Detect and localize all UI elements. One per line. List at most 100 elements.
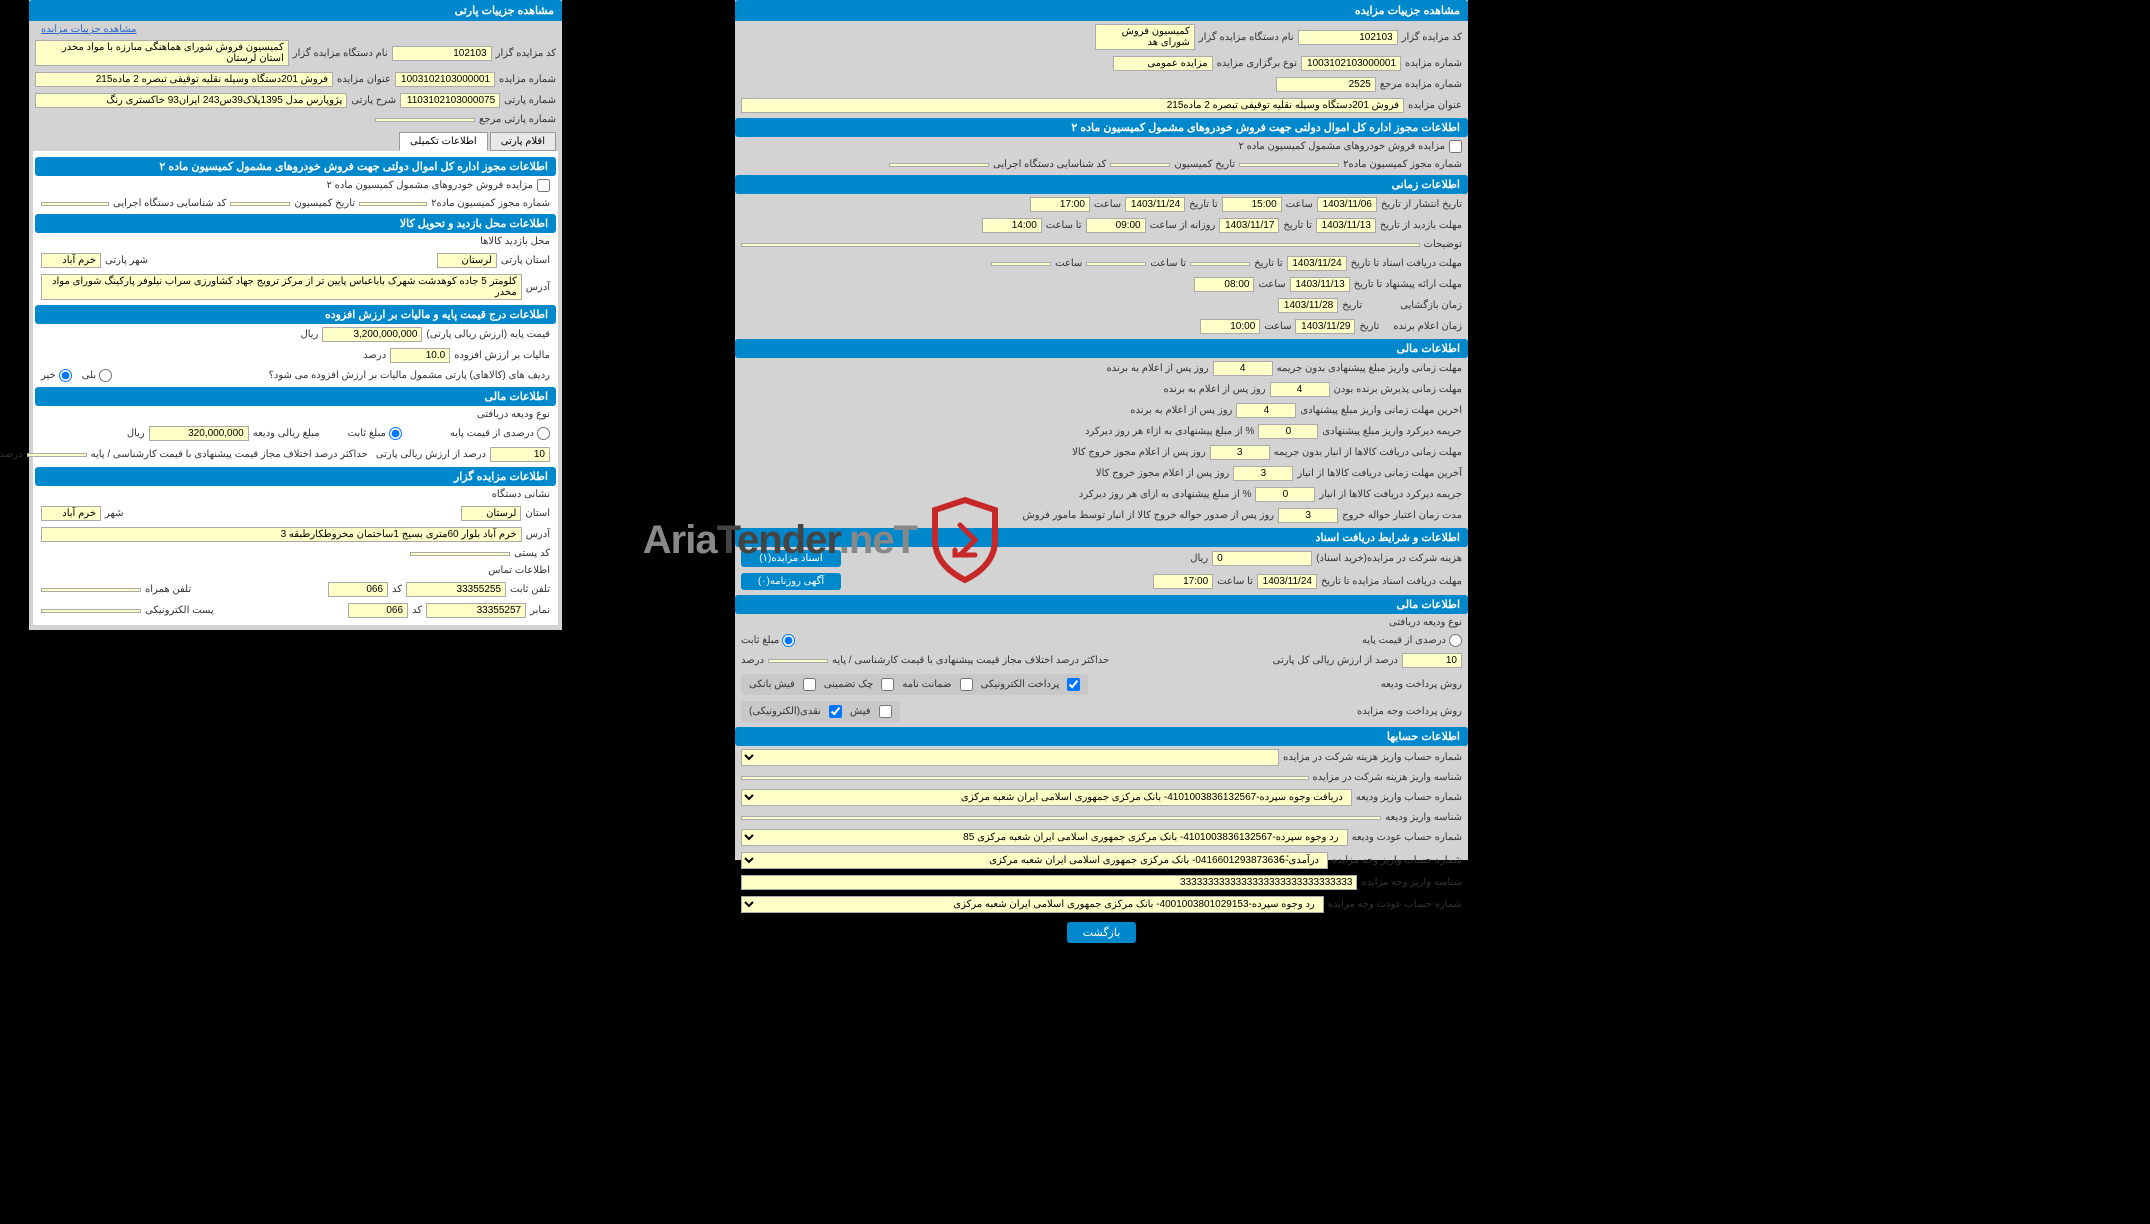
phone-row: تلفن ثابت 33355255 کد 066 تلفن همراه [15,579,536,600]
publish-hour: 15:00 [1202,197,1262,212]
tab-items[interactable]: اقلام پارتی [470,132,536,151]
publish-date: 1403/11/06 [1297,197,1357,212]
acc8-label: شماره حساب عودت وجه مزایده [1308,899,1442,910]
r-row4: عنوان مزایده فروش 201دستگاه وسیله نقلیه … [715,95,1448,116]
r-dep-type-label: نوع ودیعه دریافتی [1369,617,1442,628]
org-address-label: آدرس [506,529,530,540]
logo-text-3: .neT [819,518,897,562]
bankreceipt-label: فیش بانکی [729,679,775,690]
tabs-container: اقلام پارتی اطلاعات تکمیلی [9,128,542,151]
base-field: 3,200,000,000 [302,327,402,342]
acc8-dropdown[interactable]: رد وجوه سپرده-4001003801029153- بانک مرک… [721,896,1304,913]
docs-deadline-label: مهلت دریافت اسناد مزایده تا تاریخ [1301,576,1442,587]
r-moj-code-field [869,163,969,167]
row-num: شماره مزایده 1003102103000001 عنوان مزای… [9,69,542,90]
deposit-options-row: درصدی از قیمت پایه مبلغ ثابت مبلغ ریالی … [15,423,536,444]
deposit-amount-field: 320,000,000 [129,426,229,441]
visit-label: مهلت بازدید از تاریخ [1360,220,1442,231]
accept-time-label: مهلت زمانی پذیرش برنده بودن [1314,384,1442,395]
r-maxdiff-pct: درصد [721,655,744,666]
r-percent-radio[interactable] [1429,634,1442,647]
vat-yes-radio[interactable] [79,369,92,382]
r-mojavez-checkbox[interactable] [1429,140,1442,153]
city-field: خرم آباد [21,253,81,268]
doc-to-field [1170,262,1230,266]
goods-time-desc: روز پس از اعلام مجوز خروج کالا [1052,447,1186,458]
tab-details[interactable]: اطلاعات تکمیلی [379,132,468,151]
cash-cb[interactable] [809,705,822,718]
bid-row: مهلت ارائه پیشنهاد تا تاریخ 1403/11/13 س… [715,274,1448,295]
winner-label: زمان اعلام برنده [1373,321,1442,332]
fax-field: 33355257 [406,603,506,618]
r-fixed-radio[interactable] [762,634,775,647]
r-dep-options-row: درصدی از قیمت پایه مبلغ ثابت [715,631,1448,650]
fixed-radio[interactable] [369,427,382,440]
guarantee-cb[interactable] [940,678,953,691]
r-num-field: 1003102103000001 [1281,56,1381,71]
section-org-header: اطلاعات مزایده گزار [15,467,536,486]
vat-row: ردیف های (کالاهای) پارتی مشمول مالیات بر… [15,366,536,385]
penalty-label: جریمه دیرکرد واریز مبلغ پیشنهادی [1302,426,1442,437]
row-party: شماره پارتی 1103102103000075 شرح پارتی پ… [9,90,542,111]
daily-from: 09:00 [1066,218,1126,233]
org-label: نام دستگاه مزایده گزار [273,48,368,59]
r-party-label: درصد از ارزش ریالی کل پارتی [1253,655,1378,666]
r-moj-date-field [1090,163,1150,167]
logo-text-container: AriaTender.neT [623,518,897,563]
check-cb[interactable] [861,678,874,691]
penalty-field: 0 [1238,424,1298,439]
bankreceipt-cb[interactable] [783,678,796,691]
auction-pay-checkboxes: فیش نقدی(الکترونیکی) [721,701,880,722]
last-deposit-label: اخرین مهلت زمانی واریز مبلغ پیشنهادی [1280,405,1442,416]
mojavez-num-field [339,202,407,206]
party-label: شماره پارتی [484,95,536,106]
docs-deadline-date: 1403/11/24 [1237,574,1297,589]
fax-row: نمابر 33355257 کد 066 پست الکترونیکی [15,600,536,621]
fax-code-label: کد [392,605,402,616]
vat-no-radio[interactable] [39,369,52,382]
acc4-label: شناسه واریز ودیعه [1365,812,1442,823]
max-diff-field [7,453,67,457]
bid-hour: 08:00 [1174,277,1234,292]
phone-code-label: کد [372,584,382,595]
goods-time-row: مهلت زمانی دریافت کالاها از انبار بدون ج… [715,442,1448,463]
bid-label: مهلت ارائه پیشنهاد تا تاریخ [1334,279,1442,290]
percent-option: درصدی از قیمت پایه [430,428,514,439]
docs-hour: 17:00 [1133,574,1193,589]
max-diff-percent: درصد [0,449,3,460]
acc8-row: شماره حساب عودت وجه مزایده رد وجوه سپرده… [715,893,1448,916]
watermark-logo: AriaTender.neT [555,480,985,600]
opening-date: 1403/11/28 [1258,298,1318,313]
r-row2: شماره مزایده 1003102103000001 نوع برگزار… [715,53,1448,74]
receipt-cb[interactable] [859,705,872,718]
last-goods-field: 3 [1213,466,1273,481]
r-ref-field: 2525 [1256,77,1356,92]
org-location-row: نشانی دستگاه [15,486,536,503]
party-details-panel: مشاهده جزییات پارتی مشاهده جزییات مزایده… [9,0,542,630]
electronic-cb[interactable] [1047,678,1060,691]
postal-row: کد پستی [15,545,536,562]
goods-penalty-label: جریمه دیرکرد دریافت کالاها از انبار [1299,489,1442,500]
auction-details-link[interactable]: مشاهده جزییات مزایده [15,22,123,37]
pay-method-row: روش پرداخت ودیعه پرداخت الکترونیکی ضمانت… [715,671,1448,698]
back-button[interactable]: بازگشت [1047,922,1117,943]
vat-question: ردیف های (کالاهای) پارتی مشمول مالیات بر… [249,370,530,381]
percent-radio[interactable] [517,427,530,440]
acc1-dropdown[interactable] [721,749,1259,766]
mojavez-checkbox[interactable] [517,179,530,192]
opening-date-label: تاریخ [1322,300,1342,311]
havale-label: مدت زمان اعتبار حواله خروج [1322,510,1442,521]
r-moj-num-label: شماره مجوز کمیسیون ماده۲ [1323,159,1442,170]
r-fixed-option: مبلغ ثابت [721,635,759,646]
mojavez-num-label: شماره مجوز کمیسیون ماده۲ [411,198,530,209]
base-price-row: قیمت پایه (ارزش ریالی پارتی) 3,200,000,0… [15,324,536,345]
acc2-field [721,776,1289,780]
opening-label: زمان بازگشایی [1380,300,1442,311]
acc6-dropdown[interactable]: درآمدی-0416601293873636ٔ- بانک مرکزی جمه… [721,852,1308,869]
address-field: کلومتر 5 جاده کوهدشت شهرک باباعباس پایین… [21,274,502,300]
acc3-dropdown[interactable]: دریافت وجوه سپرده-4101003836132567- بانک… [721,789,1332,806]
doc-receive-date: 1403/11/24 [1267,256,1327,271]
acc5-dropdown[interactable]: رد وجوه سپرده-4101003836132567- بانک مرک… [721,829,1328,846]
acc2-label: شناسه واریز هزینه شرکت در مزایده [1293,772,1442,783]
r-code-label: کد مزایده گزار [1382,32,1442,43]
